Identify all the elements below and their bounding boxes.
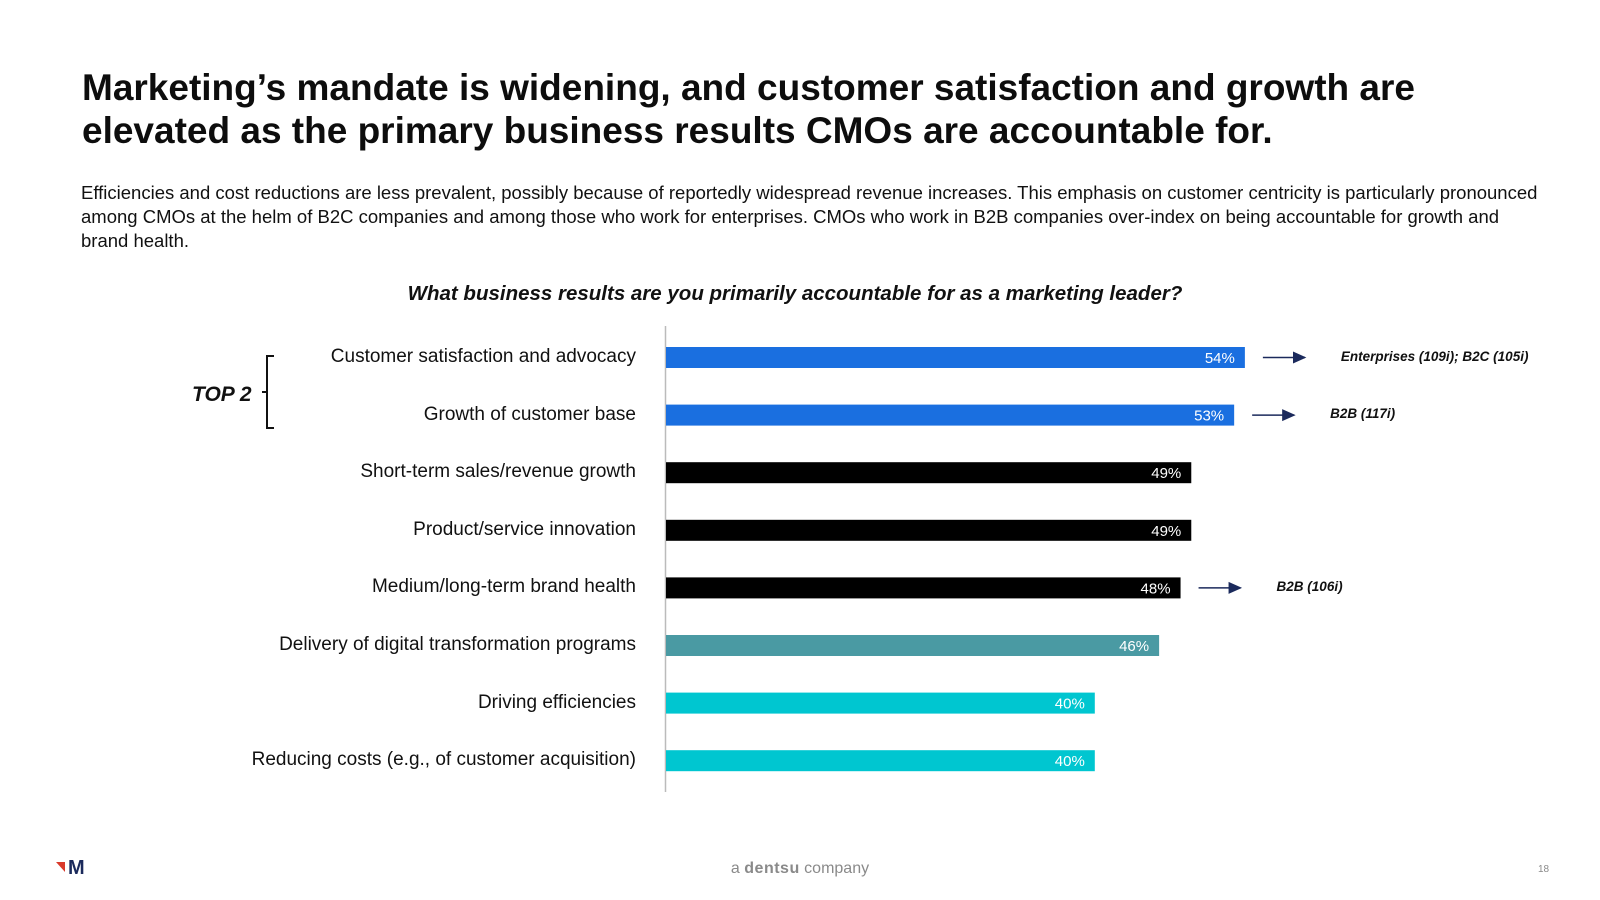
bar-0	[666, 347, 1245, 368]
category-label-7: Reducing costs (e.g., of customer acquis…	[251, 749, 636, 771]
category-label-4: Medium/long-term brand health	[371, 576, 636, 598]
category-label-5: Delivery of digital transformation progr…	[279, 634, 636, 655]
bar-value-label-3: 49%	[1151, 523, 1181, 540]
company-logo: M	[56, 856, 92, 885]
bar-4	[666, 577, 1181, 599]
bar-value-label-1: 53%	[1194, 408, 1224, 425]
footer-brand-line: a dentsu company	[0, 860, 1600, 878]
page-number: 18	[1538, 864, 1550, 875]
bar-value-label-0: 54%	[1205, 350, 1235, 367]
category-label-2: Short-term sales/revenue growth	[360, 461, 636, 483]
bar-7	[666, 750, 1095, 772]
slide-subtitle: Efficiencies and cost reductions are les…	[81, 182, 1538, 251]
category-label-3: Product/service innovation	[413, 518, 636, 540]
top2-label: TOP 2	[192, 383, 252, 406]
category-label-1: Growth of customer base	[423, 403, 636, 425]
annotation-text-0: Enterprises (109i); B2C (105i)	[1340, 348, 1529, 364]
bar-value-label-4: 48%	[1141, 580, 1171, 597]
bar-3	[666, 519, 1192, 541]
annotation-text-1: B2B (117i)	[1330, 406, 1396, 422]
slide-title: Marketing’s mandate is widening, and cus…	[82, 67, 1415, 151]
bar-value-label-5: 46%	[1119, 638, 1149, 655]
chart-question: What business results are you primarily …	[407, 282, 1183, 305]
footer-brand: dentsu	[744, 860, 800, 877]
logo-letter: M	[68, 857, 85, 879]
category-label-6: Driving efficiencies	[477, 691, 636, 713]
logo-mark-icon	[56, 862, 65, 872]
bar-value-label-6: 40%	[1055, 696, 1085, 713]
footer-suffix: company	[804, 860, 870, 877]
bar-5	[666, 635, 1160, 656]
category-label-0: Customer satisfaction and advocacy	[330, 346, 636, 367]
bar-6	[666, 692, 1095, 714]
annotation-text-2: B2B (106i)	[1276, 578, 1343, 594]
bar-2	[666, 462, 1192, 484]
bar-1	[666, 404, 1235, 426]
top2-bracket	[262, 355, 274, 429]
footer-prefix: a	[730, 860, 740, 877]
bar-value-label-2: 49%	[1151, 465, 1181, 482]
bar-value-label-7: 40%	[1055, 753, 1085, 770]
